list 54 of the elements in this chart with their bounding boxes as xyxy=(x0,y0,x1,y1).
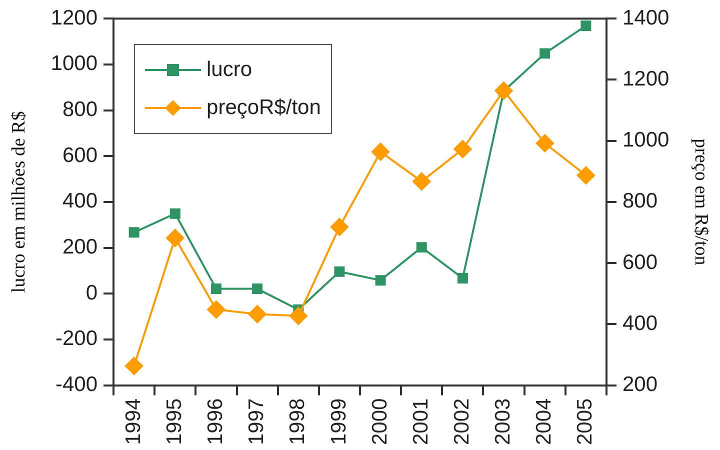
y-tick-label: 400 xyxy=(62,190,98,213)
point xyxy=(128,227,140,238)
point xyxy=(454,140,472,158)
point xyxy=(457,273,468,284)
point xyxy=(580,20,592,31)
y2-tick-label: 200 xyxy=(622,373,658,396)
x-tick-label: 1997 xyxy=(245,398,268,445)
x-tick-label: 1999 xyxy=(327,398,350,445)
x-tick-label: 1996 xyxy=(204,398,228,445)
point xyxy=(540,48,550,59)
y-tick-label: 800 xyxy=(62,98,98,122)
y2-tick-label: 1400 xyxy=(622,6,670,30)
point xyxy=(416,242,427,253)
y2-tick-label: 1200 xyxy=(622,68,670,91)
x-tick-label: 2001 xyxy=(409,398,432,445)
y2-tick-label: 600 xyxy=(622,250,658,274)
y-tick-label: 200 xyxy=(62,236,98,259)
y2-axis-title: preço em R$/ton xyxy=(690,138,712,266)
point xyxy=(289,306,308,325)
x-tick-label: 2000 xyxy=(368,398,392,445)
point xyxy=(248,305,266,324)
y2-tick-label: 1000 xyxy=(622,128,670,152)
y2-tick-label: 400 xyxy=(622,312,658,335)
x-tick-label: 2003 xyxy=(492,398,515,445)
x-tick-label: 2004 xyxy=(532,398,556,445)
y-tick-label: -200 xyxy=(55,327,98,350)
point xyxy=(412,172,431,190)
y-tick-label: 1000 xyxy=(50,52,98,76)
y-tick-label: 0 xyxy=(86,281,98,304)
point xyxy=(125,357,144,376)
y-tick-label: 1200 xyxy=(50,6,98,30)
x-tick-label: 1994 xyxy=(122,398,145,445)
y-axis-title: lucro em milhões de R$ xyxy=(8,111,30,293)
x-tick-label: 2002 xyxy=(450,398,474,445)
x-tick-label: 1998 xyxy=(286,398,310,445)
y-tick-label: -400 xyxy=(55,373,98,396)
point xyxy=(375,275,386,286)
point xyxy=(166,229,184,247)
legend-label: lucro xyxy=(206,58,252,82)
y-tick-label: 600 xyxy=(62,144,98,167)
point xyxy=(330,218,348,236)
point xyxy=(170,208,180,219)
point xyxy=(252,284,263,294)
y2-tick-label: 800 xyxy=(622,190,658,213)
x-tick-label: 2005 xyxy=(574,398,597,445)
point xyxy=(334,266,345,277)
point xyxy=(536,134,554,152)
point xyxy=(494,82,513,100)
point xyxy=(207,300,226,318)
x-tick-label: 1995 xyxy=(162,398,186,445)
point xyxy=(372,142,390,161)
point xyxy=(210,284,222,294)
point xyxy=(576,166,595,184)
legend-label: preçoR$/ton xyxy=(206,96,321,120)
